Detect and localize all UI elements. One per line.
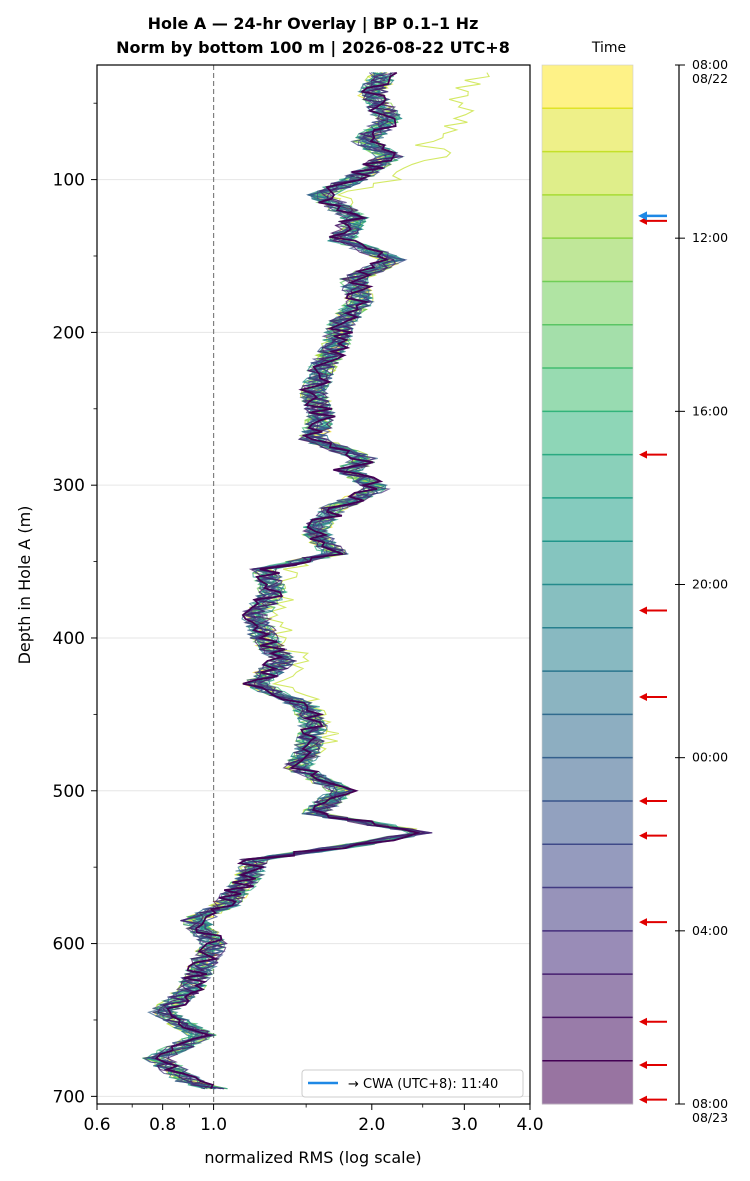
event-arrow-head xyxy=(639,831,647,840)
colorbar-band xyxy=(542,714,633,759)
colorbar-tick-label: 16:00 xyxy=(692,403,728,418)
legend-box xyxy=(301,1069,524,1098)
colorbar-band xyxy=(542,194,633,239)
x-tick-label: 2.0 xyxy=(358,1115,385,1135)
colorbar-band xyxy=(542,497,633,542)
colorbar-band xyxy=(542,324,633,369)
y-tick-label: 400 xyxy=(53,629,85,649)
y-tick-label: 200 xyxy=(53,323,85,343)
event-arrow-head xyxy=(639,918,647,927)
x-tick-label: 4.0 xyxy=(516,1115,543,1135)
legend: → CWA (UTC+8): 11:40 xyxy=(301,1069,524,1098)
colorbar-band xyxy=(542,454,633,499)
event-arrow-head xyxy=(639,796,647,805)
colorbar-band xyxy=(542,584,633,629)
event-arrow-head xyxy=(639,1061,647,1070)
plot-area: 0.6 0.8 1.0 2.0 3.0 4.0 100 200 300 400 500 600 700 xyxy=(53,64,544,1135)
colorbar-band xyxy=(542,368,633,412)
legend-label: → CWA (UTC+8): 11:40 xyxy=(348,1077,498,1092)
colorbar-band xyxy=(542,757,633,802)
colorbar-band xyxy=(542,800,633,845)
colorbar-tick-label: 08/23 xyxy=(692,1110,728,1125)
y-tick-label: 300 xyxy=(53,476,85,496)
y-tick-label: 500 xyxy=(53,782,85,802)
colorbar-tick-label: 12:00 xyxy=(692,230,728,245)
colorbar-band xyxy=(542,151,633,196)
colorbar-band xyxy=(542,671,633,715)
x-axis-label: normalized RMS (log scale) xyxy=(204,1148,421,1167)
series-line xyxy=(141,72,429,1090)
axes-frame xyxy=(96,64,531,1105)
colorbar-band xyxy=(542,411,633,456)
series-line xyxy=(146,72,426,1090)
colorbar-tick-label: 20:00 xyxy=(692,577,728,592)
series-line xyxy=(152,72,421,1090)
series-line xyxy=(154,71,421,1090)
series-line xyxy=(143,72,433,1090)
cwa-arrow-head xyxy=(638,211,647,221)
colorbar-tick-label: 08/22 xyxy=(692,71,728,86)
colorbar-band xyxy=(542,974,633,1018)
colorbar-band xyxy=(542,844,633,889)
event-arrow-head xyxy=(639,606,647,615)
colorbar-tick-label: 00:00 xyxy=(692,750,728,765)
colorbar: 08:0008/2212:0016:0020:0000:0004:0008:00… xyxy=(541,57,728,1125)
x-tick-label: 0.6 xyxy=(83,1115,110,1135)
colorbar-band xyxy=(542,930,633,975)
colorbar-tick-label: 04:00 xyxy=(692,923,728,938)
colorbar-tick-label: 08:00 xyxy=(692,1096,728,1111)
colorbar-tick-label: 08:00 xyxy=(692,57,728,72)
event-arrow-head xyxy=(639,1095,647,1104)
x-tick-label: 3.0 xyxy=(451,1115,478,1135)
colorbar-band xyxy=(542,108,633,153)
y-tick-label: 100 xyxy=(53,171,85,191)
colorbar-band xyxy=(542,541,633,585)
colorbar-band xyxy=(542,627,633,672)
x-tick-label: 1.0 xyxy=(200,1115,227,1135)
colorbar-band xyxy=(542,1060,633,1105)
colorbar-band xyxy=(542,65,633,109)
colorbar-band xyxy=(542,281,633,326)
event-arrow-head xyxy=(639,693,647,702)
series-line xyxy=(156,72,425,1090)
y-tick-label: 700 xyxy=(53,1087,85,1107)
colorbar-band xyxy=(542,1017,633,1062)
chart-title-line1: Hole A — 24-hr Overlay | BP 0.1–1 Hz xyxy=(148,14,479,34)
series-line xyxy=(152,72,426,1090)
colorbar-band xyxy=(542,887,633,932)
chart-title-line2: Norm by bottom 100 m | 2026-08-22 UTC+8 xyxy=(116,38,510,58)
y-tick-label: 600 xyxy=(53,935,85,955)
colorbar-band xyxy=(542,238,633,282)
event-arrow-head xyxy=(639,1017,647,1026)
x-tick-label: 0.8 xyxy=(149,1115,176,1135)
colorbar-frame xyxy=(541,64,634,1105)
colorbar-title: Time xyxy=(591,40,626,56)
y-axis-label: Depth in Hole A (m) xyxy=(15,506,34,665)
event-arrow-head xyxy=(639,450,647,459)
